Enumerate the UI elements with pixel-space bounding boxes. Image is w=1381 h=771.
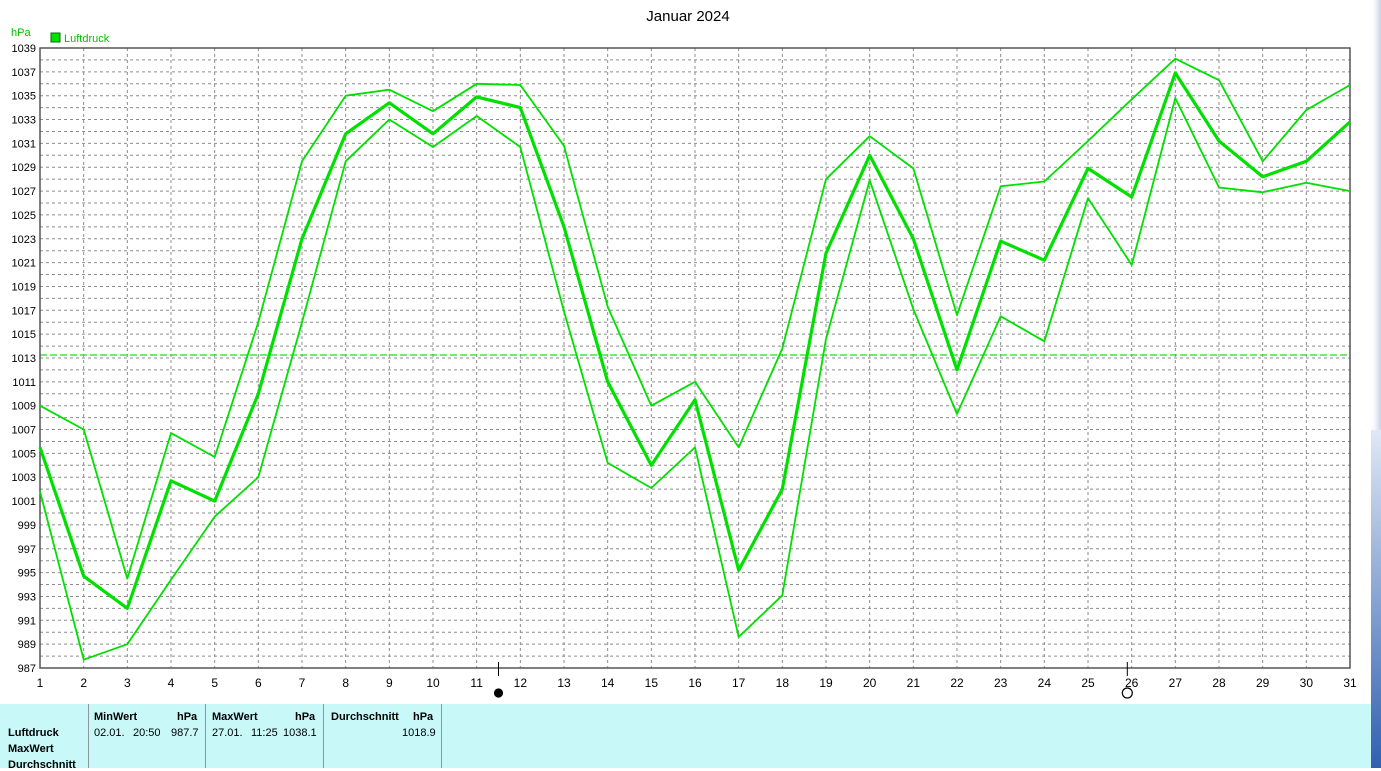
row-label-maxwert: MaxWert: [8, 743, 54, 755]
min-unit: hPa: [177, 711, 198, 723]
y-tick-label: 1023: [12, 234, 36, 246]
y-tick-label: 1035: [12, 91, 36, 103]
chart-title: Januar 2024: [646, 8, 729, 25]
min-value: 987.7: [171, 727, 199, 739]
y-tick-label: 1033: [12, 115, 36, 127]
y-tick-label: 1017: [12, 305, 36, 317]
window-edge: [1371, 0, 1381, 768]
x-axis-ticks: 1 2 3 4 5 6 7 8 9 10 11 12 13 14 15 16 17 18 19 20 21 22 23 24 2…: [37, 676, 1357, 690]
column-separator: [441, 704, 442, 768]
avg-header: Durchschnitt: [331, 711, 399, 723]
max-unit: hPa: [295, 711, 316, 723]
x-tick-label: 13: [557, 676, 571, 690]
y-tick-label: 989: [18, 639, 36, 651]
y-tick-label: 1025: [12, 210, 36, 222]
y-tick-label: 987: [18, 663, 36, 675]
avg-value: 1018.9: [402, 727, 436, 739]
window-edge-shade: [1371, 430, 1381, 768]
max-time: 11:25: [251, 727, 278, 739]
y-axis-ticks: 987 989 991 993 995 997 999 1001 1003 1005 1007 100…: [12, 43, 36, 675]
y-tick-label: 991: [18, 615, 36, 627]
x-tick-label: 5: [211, 676, 218, 690]
x-tick-label: 29: [1256, 676, 1270, 690]
pressure-chart: Januar 2024 hPa Luftdruck 98798999199399…: [11, 8, 1357, 699]
y-tick-label: 1031: [12, 138, 36, 150]
y-tick-label: 1015: [12, 329, 36, 341]
max-header: MaxWert: [212, 711, 258, 723]
y-tick-label: 995: [18, 568, 36, 580]
x-tick-label: 4: [168, 676, 175, 690]
x-tick-label: 30: [1300, 676, 1314, 690]
series-group: [38, 57, 1352, 661]
x-tick-label: 8: [342, 676, 349, 690]
x-tick-label: 3: [124, 676, 131, 690]
column-separator: [205, 704, 206, 768]
y-tick-label: 1013: [12, 353, 36, 365]
min-time: 20:50: [133, 727, 161, 739]
x-tick-label: 7: [299, 676, 306, 690]
max-date: 27.01.: [212, 727, 243, 739]
plot-frame: [39, 47, 1351, 669]
row-label-durchschnitt: Durchschnitt: [8, 759, 76, 771]
legend-label: Luftdruck: [64, 33, 110, 45]
x-tick-label: 31: [1343, 676, 1357, 690]
y-tick-label: 1021: [12, 258, 36, 270]
legend-swatch: [50, 32, 61, 43]
y-tick-label: 1027: [12, 186, 36, 198]
stats-panel: Luftdruck MaxWert Durchschnitt MinWert h…: [0, 704, 1371, 771]
row-label-luftdruck: Luftdruck: [8, 727, 59, 739]
y-axis-unit: hPa: [11, 27, 31, 39]
y-tick-label: 993: [18, 591, 36, 603]
y-tick-label: 1005: [12, 448, 36, 460]
x-tick-label: 10: [426, 676, 440, 690]
y-tick-label: 1003: [12, 472, 36, 484]
y-tick-label: 1039: [12, 43, 36, 55]
y-tick-label: 1001: [12, 496, 36, 508]
x-tick-label: 23: [994, 676, 1008, 690]
y-tick-label: 1037: [12, 67, 36, 79]
column-separator: [323, 704, 324, 768]
x-tick-label: 1: [37, 676, 44, 690]
moon-markers: [493, 662, 1133, 699]
x-tick-label: 20: [863, 676, 877, 690]
series-line-mean: [38, 71, 1352, 611]
x-tick-label: 25: [1081, 676, 1095, 690]
x-tick-label: 15: [645, 676, 659, 690]
x-tick-label: 16: [688, 676, 702, 690]
series-line-max: [39, 57, 1351, 580]
min-date: 02.01.: [94, 727, 125, 739]
column-separator: [88, 704, 89, 768]
x-tick-label: 9: [386, 676, 393, 690]
max-value: 1038.1: [283, 727, 317, 739]
y-tick-label: 1019: [12, 281, 36, 293]
y-tick-label: 999: [18, 520, 36, 532]
x-tick-label: 19: [819, 676, 833, 690]
y-tick-label: 997: [18, 544, 36, 556]
full-moon-icon: [493, 688, 504, 698]
y-tick-label: 1029: [12, 162, 36, 174]
series-line-min: [39, 97, 1351, 661]
y-tick-label: 1011: [12, 377, 36, 389]
x-tick-label: 14: [601, 676, 615, 690]
x-tick-label: 24: [1038, 676, 1052, 690]
x-tick-label: 26: [1125, 676, 1139, 690]
x-tick-label: 22: [950, 676, 964, 690]
y-tick-label: 1007: [12, 425, 36, 437]
x-tick-label: 17: [732, 676, 746, 690]
x-tick-label: 2: [80, 676, 87, 690]
y-tick-label: 1009: [12, 401, 36, 413]
x-tick-label: 27: [1169, 676, 1183, 690]
grid: [39, 47, 1351, 669]
x-tick-label: 6: [255, 676, 262, 690]
x-tick-label: 18: [776, 676, 790, 690]
new-moon-icon: [1121, 687, 1133, 699]
avg-unit: hPa: [413, 711, 434, 723]
x-tick-label: 28: [1212, 676, 1226, 690]
x-tick-label: 21: [907, 676, 921, 690]
x-tick-label: 11: [470, 676, 483, 690]
x-tick-label: 12: [514, 676, 528, 690]
min-header: MinWert: [94, 711, 138, 723]
